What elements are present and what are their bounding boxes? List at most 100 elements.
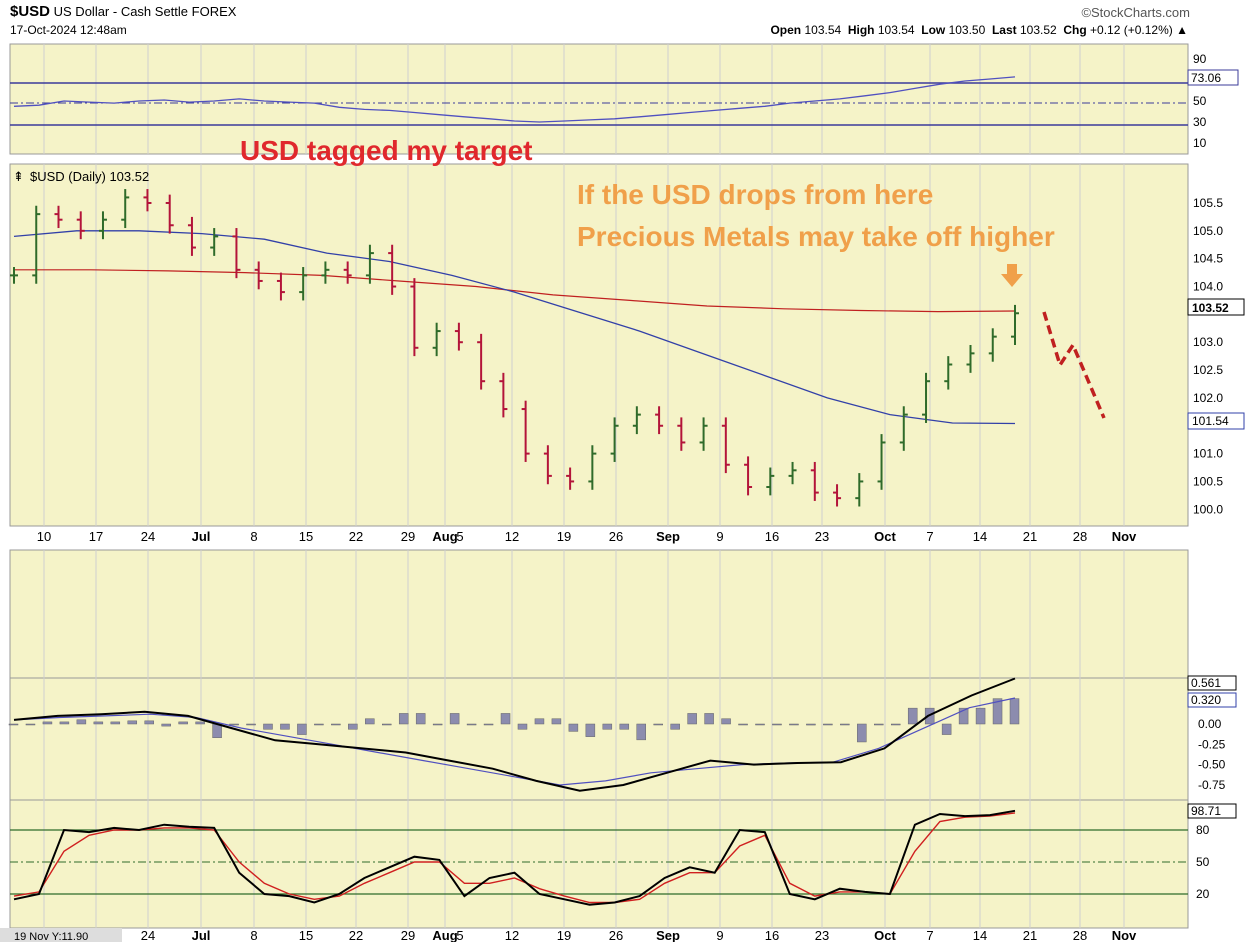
price-bar: [54, 205, 63, 229]
price-bar: [566, 467, 575, 490]
price-bar: [32, 205, 41, 284]
x-tick-label: 23: [815, 529, 829, 544]
last-label: Last: [991, 23, 1017, 37]
macd-hist-bar: [195, 721, 205, 725]
x-tick-label: 8: [250, 529, 257, 544]
high-label: High: [847, 23, 875, 37]
x-tick-label: Jul: [192, 529, 211, 544]
bar-chart-icon: ⇞: [13, 169, 24, 184]
price-bar: [721, 417, 730, 474]
macd-hist-bar: [161, 723, 171, 727]
ohlc-readout: Open 103.54 High 103.54 Low 103.50 Last …: [770, 23, 1188, 37]
macd-hist-bar: [42, 721, 53, 725]
price-bar: [588, 445, 597, 490]
rsi-badge: [1187, 69, 1239, 86]
bottom-status-bar: [0, 928, 122, 942]
macd-hist-bar: [76, 719, 87, 725]
main-series-label: $USD (Daily) 103.52: [30, 169, 149, 184]
macd-hist-bar: [704, 713, 714, 725]
price-bar: [699, 417, 708, 451]
macd-hist-bar: [551, 718, 562, 725]
chart-datetime: 17-Oct-2024 12:48am: [10, 23, 127, 37]
rsi-axis: 9070503010: [1193, 52, 1207, 150]
macd-hist-bar: [348, 723, 358, 730]
chart-header: $USD US Dollar - Cash Settle FOREX: [10, 3, 236, 20]
price-tick: 102.0: [1193, 391, 1223, 405]
symbol: $USD: [10, 3, 51, 20]
x-tick-label: 9: [716, 928, 723, 942]
x-tick-label: 23: [815, 928, 829, 942]
price-bar: [944, 356, 953, 390]
x-tick-label: 14: [973, 928, 987, 942]
macd-hist-bar: [449, 713, 460, 725]
x-tick-label: 12: [505, 928, 519, 942]
price-bar: [321, 261, 330, 284]
macd-signal-value: 0.320: [1191, 693, 1221, 707]
x-tick-label: 26: [609, 529, 623, 544]
macd-hist-bar: [992, 698, 1003, 725]
price-bar: [477, 333, 486, 390]
price-bar: [254, 261, 263, 290]
macd-hist-bar: [874, 723, 884, 726]
price-bar: [388, 244, 397, 295]
low-value: 103.50: [948, 23, 986, 37]
price-bar: [810, 461, 819, 501]
x-tick-label: 19: [557, 928, 571, 942]
bottom-status: 19 Nov Y:11.90: [14, 931, 88, 942]
macd-tick: -0.50: [1198, 758, 1226, 772]
price-tick: 104.5: [1193, 252, 1223, 266]
rsi-tick: 30: [1193, 115, 1207, 129]
price-tick: 105.0: [1193, 224, 1223, 238]
low-label: Low: [921, 23, 946, 37]
price-bar: [276, 272, 285, 301]
macd-hist-bar: [975, 707, 986, 725]
macd-hist-bar: [246, 723, 256, 726]
high-value: 103.54: [877, 23, 915, 37]
projection-path: [1042, 311, 1106, 419]
price-bar: [1011, 304, 1019, 345]
price-bar: [766, 467, 775, 496]
price-bars: [10, 189, 1019, 507]
price-bar: [410, 278, 419, 357]
price-bar: [299, 267, 308, 301]
down-arrow-icon: [1001, 264, 1023, 287]
price-tick: 102.5: [1193, 363, 1223, 377]
vertical-grid: [43, 44, 1125, 928]
last-value: 103.52: [1019, 23, 1057, 37]
macd-badge-1: [1187, 675, 1237, 691]
x-tick-label: 12: [505, 529, 519, 544]
macd-hist-bar: [398, 713, 409, 725]
x-tick-label: 28: [1073, 529, 1087, 544]
macd-hist-bar: [297, 723, 307, 735]
x-tick-label: 14: [973, 529, 987, 544]
price-bar: [543, 445, 552, 485]
price-bar: [788, 461, 797, 485]
macd-hist-bar: [585, 723, 596, 737]
macd-hist-bar: [721, 718, 731, 725]
macd-hist-bar: [653, 723, 663, 726]
macd-axis: 0.00 -0.25 -0.50 -0.75: [1198, 717, 1226, 792]
price-axis: 105.5 105.0 104.5 104.0 103.0 102.5 102.0 101.0…: [1193, 196, 1223, 516]
x-tick-label: 17: [89, 529, 103, 544]
price-bar: [632, 406, 641, 435]
macd-tick: 0.00: [1198, 717, 1222, 731]
x-tick-label: 15: [299, 529, 313, 544]
price-tick: 100.5: [1193, 474, 1223, 488]
price-bar: [855, 473, 864, 507]
macd-histogram: [8, 698, 1020, 743]
price-tick: 104.0: [1193, 280, 1223, 294]
macd-hist-bar: [941, 723, 952, 735]
price-bar: [76, 211, 85, 240]
rsi-last-value: 73.06: [1191, 71, 1221, 85]
price-tick: 105.5: [1193, 196, 1223, 210]
price-bar: [143, 189, 152, 212]
macd-hist-bar: [110, 721, 121, 725]
macd-hist-bar: [466, 723, 477, 726]
stoch-tick: 50: [1196, 855, 1210, 869]
price-tick: 103.0: [1193, 335, 1223, 349]
price-bar: [365, 244, 374, 284]
macd-hist-bar: [670, 723, 680, 730]
